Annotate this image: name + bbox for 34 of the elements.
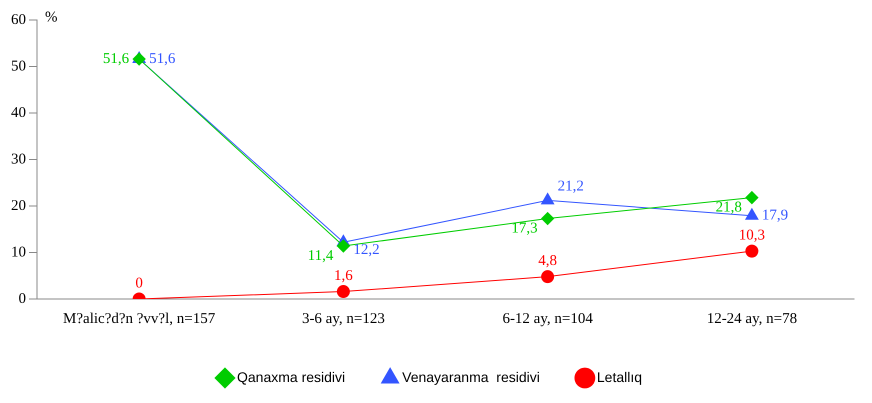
data-label: 12,2 <box>353 242 380 258</box>
x-tick-label: 6-12 ay, n=104 <box>502 310 594 327</box>
y-tick-label: 50 <box>11 58 26 74</box>
data-label: 0 <box>135 275 143 292</box>
legend-label: Qanaxma residivi <box>236 368 346 385</box>
x-tick-label: 12-24 ay, n=78 <box>706 310 798 327</box>
data-label: 51,6 <box>149 51 176 67</box>
point <box>541 212 554 226</box>
data-label: 11,4 <box>308 248 334 264</box>
data-label: 1,6 <box>334 268 354 284</box>
point <box>336 239 350 252</box>
x-tick-label: M?alic?d?n ?vv?l, n=157 <box>63 310 216 327</box>
point <box>336 285 350 298</box>
point <box>745 191 758 204</box>
y-tick-label: 20 <box>11 198 26 214</box>
data-label: 10,3 <box>738 228 765 244</box>
y-axis-title: % <box>45 9 58 26</box>
x-tick-label: 3-6 ay, n=123 <box>302 310 385 327</box>
data-label: 4,8 <box>538 253 557 270</box>
point <box>745 244 758 258</box>
y-tick-label: 60 <box>11 12 26 28</box>
point <box>541 270 554 284</box>
legend-label: Letallıq <box>596 368 642 385</box>
data-label: 17,3 <box>511 220 538 236</box>
data-label: 51,6 <box>102 51 130 67</box>
y-tick-label: 10 <box>11 244 26 260</box>
y-tick-label: 30 <box>11 151 26 168</box>
y-tick-label: 0 <box>18 290 26 307</box>
point <box>132 52 146 66</box>
data-label: 21,8 <box>716 200 742 216</box>
data-label: 21,2 <box>558 178 584 194</box>
legend-label: Venayaranma residivi <box>402 368 540 385</box>
data-label: 17,9 <box>762 208 788 224</box>
y-tick-label: 40 <box>11 104 26 121</box>
